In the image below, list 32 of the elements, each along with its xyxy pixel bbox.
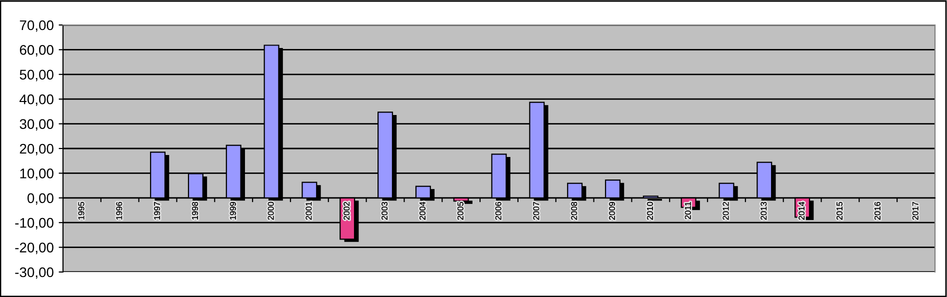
x-tick-label: 2012 [722, 202, 729, 220]
x-tick-label: 2003 [382, 202, 388, 220]
y-tick-label: 0,00 [27, 193, 54, 205]
x-tick-label: 1999 [230, 202, 236, 220]
x-tick-label: 2005 [457, 202, 464, 220]
y-tick-label: 60,00 [20, 45, 54, 57]
x-tick-label: 1995 [78, 202, 84, 220]
x-tick-label: 1996 [116, 202, 122, 220]
y-tick-label: 30,00 [20, 119, 54, 131]
x-tick-label: 2007 [533, 202, 540, 220]
y-tick-label: -30,00 [15, 267, 54, 279]
x-tick-label: 1998 [192, 202, 198, 220]
x-tick-label: 2000 [268, 202, 274, 220]
x-tick-label: 2004 [420, 202, 426, 220]
x-tick-label: 2016 [874, 202, 880, 220]
x-tick-label: 2006 [495, 202, 502, 220]
x-tick-label: 2013 [760, 202, 767, 220]
y-tick-label: -10,00 [15, 218, 54, 230]
x-tick-label: 2008 [571, 202, 578, 220]
x-tick-label: 2009 [609, 202, 615, 220]
y-tick-label: 50,00 [20, 70, 54, 82]
y-tick-label: 40,00 [20, 94, 54, 106]
x-tick-label: 2001 [306, 202, 312, 220]
x-tick-label: 2017 [912, 202, 918, 220]
y-tick-label: 10,00 [20, 168, 54, 180]
y-tick-label: -20,00 [15, 242, 54, 254]
x-tick-label: 2010 [646, 202, 653, 220]
x-tick-label: 2002 [344, 202, 350, 220]
y-tick-label: 70,00 [20, 20, 54, 32]
y-tick-label: 20,00 [20, 144, 54, 156]
x-tick-label: 2015 [836, 202, 842, 220]
x-tick-label: 1997 [154, 202, 160, 220]
